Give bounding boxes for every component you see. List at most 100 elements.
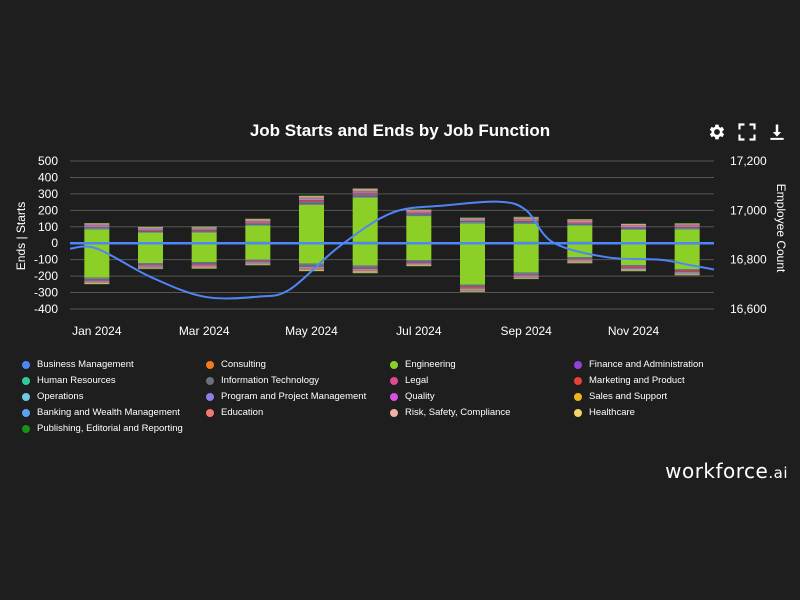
legend-label: Finance and Administration — [589, 359, 704, 370]
bar-segment-start — [191, 226, 217, 227]
bar-segment-end — [406, 243, 432, 261]
bar-segment-end — [621, 265, 646, 267]
bar-segment-end — [84, 278, 110, 280]
bar-segment-end — [138, 267, 163, 269]
legend-item[interactable]: Healthcare — [574, 406, 758, 419]
bar-segment-end — [567, 259, 593, 261]
bar-segment-end — [513, 272, 539, 274]
legend-item[interactable]: Human Resources — [22, 374, 206, 387]
bar-segment-end — [352, 270, 378, 271]
bar-segment-start — [84, 228, 110, 230]
bar-segment-end — [299, 268, 324, 270]
bar-segment-end — [674, 272, 700, 273]
bar-segment-start — [406, 210, 432, 211]
bar-segment-end — [460, 288, 485, 290]
bar-segment-start — [621, 225, 646, 227]
bar-segment-start — [299, 197, 324, 199]
bar-segment-end — [406, 262, 432, 263]
legend-item[interactable]: Sales and Support — [574, 390, 758, 403]
bar-segment-start — [621, 229, 646, 243]
bar-segment-start — [674, 224, 700, 226]
legend-item[interactable]: Finance and Administration — [574, 358, 758, 371]
bar-segment-end — [352, 268, 378, 270]
bar-segment-start — [245, 221, 271, 222]
bar-segment-end — [460, 291, 485, 292]
bar-segment-start — [138, 229, 163, 230]
legend-label: Consulting — [221, 359, 266, 370]
bar-segment-start — [84, 228, 110, 230]
expand-icon[interactable] — [736, 121, 758, 143]
legend-item[interactable]: Quality — [390, 390, 574, 403]
y-tick-label: 500 — [38, 154, 58, 168]
bar-segment-start — [460, 222, 485, 224]
legend-item[interactable]: Education — [206, 406, 390, 419]
bar-segment-start — [191, 231, 217, 233]
bar-segment-start — [406, 210, 432, 212]
bar-segment-start — [621, 226, 646, 227]
bar-segment-start — [460, 222, 485, 224]
bar-segment-end — [406, 264, 432, 266]
bar-segment-end — [245, 261, 271, 263]
legend-label: Engineering — [405, 359, 456, 370]
bar-segment-end — [299, 268, 324, 269]
legend-item[interactable]: Information Technology — [206, 374, 390, 387]
bar-segment-end — [191, 263, 217, 264]
bar-segment-start — [513, 223, 539, 224]
bar-segment-end — [567, 259, 593, 260]
bar-segment-start — [245, 225, 271, 242]
bar-segment-start — [621, 227, 646, 229]
legend-item[interactable]: Marketing and Product — [574, 374, 758, 387]
bar-segment-end — [621, 265, 646, 266]
bar-segment-start — [621, 228, 646, 229]
bar-segment-end — [245, 260, 271, 261]
y-tick-label: -100 — [34, 253, 58, 267]
bar-segment-end — [513, 243, 539, 273]
legend-item[interactable]: Program and Project Management — [206, 390, 390, 403]
bar-segment-end — [674, 269, 700, 270]
bar-segment-end — [191, 268, 217, 269]
bar-segment-end — [460, 287, 485, 289]
bar-segment-start — [567, 220, 593, 222]
bar-segment-start — [674, 226, 700, 228]
bar-segment-end — [406, 263, 432, 265]
bar-segment-start — [460, 221, 485, 223]
bar-segment-end — [299, 266, 324, 268]
legend-item[interactable]: Risk, Safety, Compliance — [390, 406, 574, 419]
bar-segment-end — [567, 261, 593, 263]
bar-segment-end — [352, 270, 378, 272]
chart-title: Job Starts and Ends by Job Function — [249, 121, 551, 140]
bar-segment-end — [674, 273, 700, 274]
legend-item[interactable]: Operations — [22, 390, 206, 403]
bar-segment-end — [138, 263, 163, 265]
bar-segment-start — [245, 219, 271, 221]
legend-item[interactable]: Legal — [390, 374, 574, 387]
bar-segment-start — [567, 222, 593, 223]
legend-item[interactable]: Business Management — [22, 358, 206, 371]
bar-segment-start — [513, 217, 539, 219]
bar-segment-end — [513, 275, 539, 277]
bar-segment-end — [567, 257, 593, 259]
bar-segment-end — [191, 262, 217, 264]
bar-segment-end — [299, 263, 324, 265]
download-icon[interactable] — [766, 121, 788, 143]
bar-segment-start — [352, 188, 378, 190]
bar-segment-start — [460, 217, 485, 218]
bar-segment-start — [567, 223, 593, 224]
bar-segment-end — [245, 259, 271, 261]
gear-icon[interactable] — [706, 121, 728, 143]
legend-item[interactable]: Banking and Wealth Management — [22, 406, 206, 419]
bar-segment-end — [191, 262, 217, 263]
bar-segment-end — [513, 274, 539, 276]
bar-segment-end — [674, 273, 700, 275]
bar-segment-start — [674, 227, 700, 229]
bar-segment-end — [191, 266, 217, 267]
bar-segment-start — [138, 232, 163, 233]
bar-segment-start — [406, 213, 432, 214]
bar-segment-start — [460, 223, 485, 243]
bar-segment-end — [191, 264, 217, 266]
bar-segment-end — [621, 265, 646, 266]
bar-segment-end — [406, 262, 432, 264]
legend-item[interactable]: Engineering — [390, 358, 574, 371]
legend-item[interactable]: Consulting — [206, 358, 390, 371]
legend-item[interactable]: Publishing, Editorial and Reporting — [22, 422, 206, 435]
